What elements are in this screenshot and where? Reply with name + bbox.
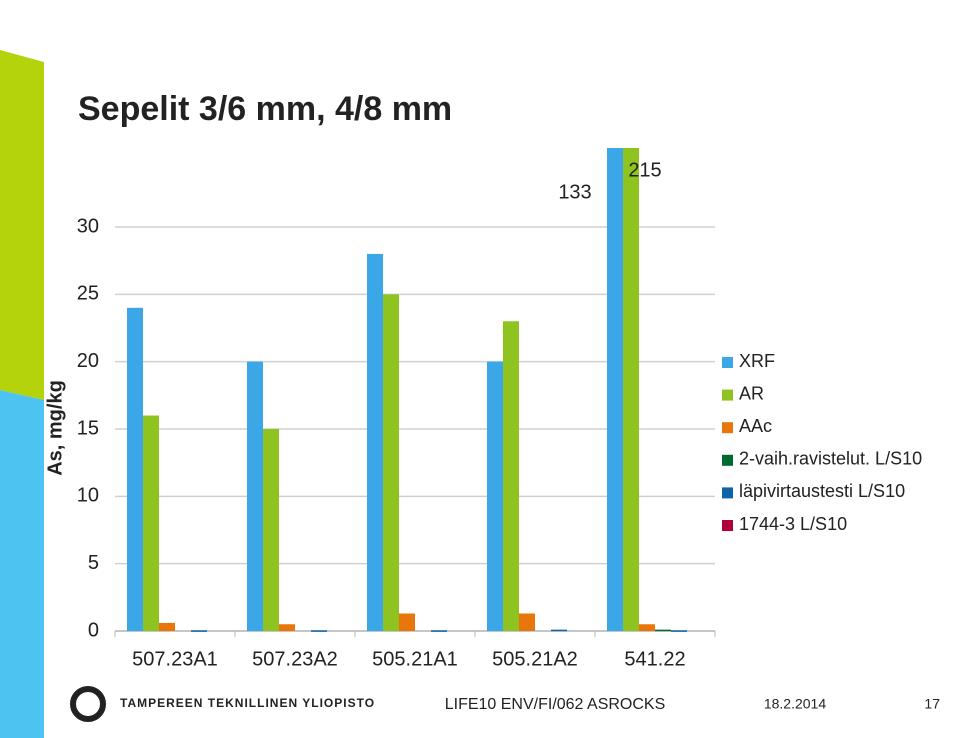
decor-green	[0, 50, 44, 400]
x-tick-label: 507.23A2	[252, 648, 338, 670]
data-label: 215	[628, 159, 661, 181]
decor-cyan	[0, 390, 44, 738]
y-tick-label: 0	[88, 619, 99, 641]
y-axis-label: As, mg/kg	[44, 380, 66, 476]
legend-swatch	[722, 520, 733, 531]
bar	[607, 148, 623, 631]
bar	[367, 253, 383, 631]
y-tick-label: 15	[77, 417, 99, 439]
y-tick-label: 5	[88, 552, 99, 574]
bar	[519, 613, 535, 631]
legend-label: 1744-3 L/S10	[739, 514, 847, 534]
legend-swatch	[722, 389, 733, 401]
bar	[551, 629, 567, 632]
bar	[311, 630, 327, 632]
data-label: 133	[558, 181, 591, 203]
bar	[655, 629, 671, 632]
bar	[191, 630, 207, 632]
bars	[127, 148, 687, 632]
page-number: 17	[924, 696, 940, 712]
legend-swatch	[722, 454, 733, 466]
legend-label: läpivirtaustesti L/S10	[739, 481, 905, 501]
y-tick-label: 25	[77, 283, 99, 305]
footer: LIFE10 ENV/FI/062 ASROCKS	[445, 696, 666, 713]
bar	[503, 321, 519, 631]
bar	[671, 630, 687, 632]
y-tick-label: 10	[77, 485, 99, 507]
x-tick-label: 507.23A1	[132, 648, 218, 670]
bar	[399, 613, 415, 631]
x-tick-label: 541.22	[624, 648, 685, 670]
legend-label: AAc	[739, 416, 772, 436]
x-tick-label: 505.21A1	[372, 648, 458, 670]
bar	[127, 307, 143, 631]
legend-label: AR	[739, 383, 764, 403]
bar	[639, 624, 655, 631]
logo: TAMPEREEN TEKNILLINEN YLIOPISTO	[70, 686, 375, 722]
y-tick-label: 20	[77, 350, 99, 372]
legend-swatch	[722, 422, 733, 434]
bar	[279, 624, 295, 631]
bar	[263, 429, 279, 631]
bar	[143, 415, 159, 631]
legend-label: XRF	[739, 351, 775, 371]
bar	[623, 148, 639, 631]
x-tick-label: 505.21A2	[492, 648, 578, 670]
bar	[383, 294, 399, 631]
y-tick-label: 30	[77, 215, 99, 237]
date: 18.2.2014	[764, 696, 826, 712]
bar	[487, 361, 503, 631]
logo-text: TAMPEREEN TEKNILLINEN YLIOPISTO	[120, 696, 375, 710]
legend-swatch	[722, 357, 733, 368]
plot: 0 5 10 15 20 25 30 507.23A1 507.23A2 505.21A1 505.…	[77, 148, 922, 670]
bar	[159, 622, 175, 631]
bar	[431, 630, 447, 632]
legend-swatch	[722, 487, 733, 499]
bar	[247, 361, 263, 631]
slide-title: Sepelit 3/6 mm, 4/8 mm	[78, 90, 452, 128]
legend-label: 2-vaih.ravistelut. L/S10	[739, 449, 922, 469]
logo-gear	[70, 686, 106, 722]
